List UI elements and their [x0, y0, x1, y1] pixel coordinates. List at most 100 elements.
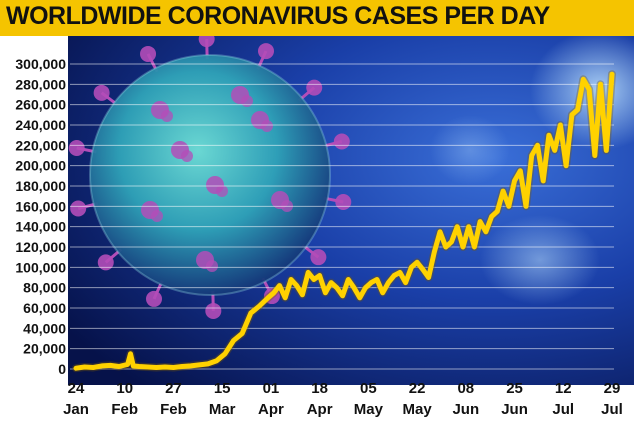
data-point	[508, 205, 510, 207]
chart-title: WORLDWIDE CORONAVIRUS CASES PER DAY	[6, 2, 550, 30]
virus-spike	[216, 185, 228, 197]
data-point	[207, 363, 209, 365]
data-point	[319, 274, 321, 276]
y-tick-label: 200,000	[15, 158, 66, 174]
data-point	[462, 246, 464, 248]
x-tick-month: Apr	[307, 401, 333, 418]
virus-spike	[310, 249, 327, 266]
virus-spike	[97, 254, 114, 271]
y-tick-label: 60,000	[23, 300, 66, 316]
chart: 0 20,000 40,000 60,000 80,000 100,000 120,000 1…	[15, 36, 634, 418]
data-point	[284, 297, 286, 299]
y-axis: 0 20,000 40,000 60,000 80,000 100,000 120,000 1…	[15, 56, 66, 377]
y-tick-label: 0	[58, 361, 66, 377]
virus-spike	[258, 43, 275, 60]
data-point	[387, 282, 389, 284]
x-tick-day: 10	[116, 380, 133, 397]
series-layer	[72, 70, 616, 373]
data-point	[422, 268, 424, 270]
data-point	[559, 124, 561, 126]
data-point	[502, 190, 504, 192]
virus-spike	[333, 133, 350, 150]
data-point	[290, 279, 292, 281]
data-point	[565, 165, 567, 167]
y-tick-label: 180,000	[15, 178, 66, 194]
virus-spike	[70, 200, 87, 217]
y-tick-label: 240,000	[15, 117, 66, 133]
data-point	[215, 360, 217, 362]
data-point	[554, 149, 556, 151]
data-point	[405, 282, 407, 284]
x-tick-day: 15	[214, 380, 231, 397]
data-point	[433, 251, 435, 253]
data-point	[118, 365, 120, 367]
light-glow	[480, 215, 600, 305]
virus-spike	[198, 36, 215, 48]
x-tick-month: Jan	[63, 401, 89, 418]
data-point	[164, 366, 166, 368]
virus-spike	[161, 110, 173, 122]
data-point	[279, 285, 281, 287]
x-tick-month: Feb	[111, 401, 138, 418]
data-point	[138, 365, 140, 367]
data-point	[548, 134, 550, 136]
data-point	[456, 226, 458, 228]
data-point	[491, 216, 493, 217]
data-point	[132, 365, 134, 367]
data-point	[416, 261, 418, 263]
gridlines	[70, 63, 614, 370]
data-point	[109, 364, 111, 366]
data-point	[296, 285, 298, 287]
data-point	[370, 282, 372, 284]
virus-spike	[181, 150, 193, 162]
data-point	[542, 180, 544, 182]
light-glow	[430, 115, 510, 185]
y-tick-label: 220,000	[15, 137, 66, 153]
virus-spike	[145, 290, 162, 307]
x-tick-month: May	[354, 401, 384, 418]
virus-spike	[151, 210, 163, 222]
data-point	[198, 364, 200, 366]
y-tick-label: 40,000	[23, 320, 66, 336]
data-point	[536, 144, 538, 146]
data-point	[582, 78, 584, 80]
data-point	[399, 271, 401, 273]
data-point	[267, 297, 269, 299]
virus-spike	[241, 95, 253, 107]
y-tick-label: 260,000	[15, 97, 66, 113]
data-point	[496, 210, 498, 212]
data-point	[525, 205, 527, 207]
x-tick-month: Feb	[160, 401, 187, 418]
data-point	[224, 353, 226, 355]
data-point	[92, 366, 94, 368]
data-point	[250, 312, 252, 314]
virus-spike	[140, 45, 157, 62]
x-tick-day: 25	[506, 380, 523, 397]
data-point	[364, 287, 366, 289]
x-tick-day: 01	[263, 380, 280, 397]
virus-spike	[261, 120, 273, 132]
x-tick-day: 08	[457, 380, 474, 397]
x-tick-day: 12	[555, 380, 572, 397]
data-point	[410, 266, 412, 268]
title-bar: WORLDWIDE CORONAVIRUS CASES PER DAY	[0, 0, 634, 36]
data-point	[468, 226, 470, 228]
x-tick-month: Jun	[452, 401, 479, 418]
data-point	[258, 305, 260, 307]
data-point	[147, 366, 149, 368]
data-point	[594, 155, 596, 156]
data-point	[445, 246, 447, 248]
data-point	[473, 246, 475, 248]
data-point	[313, 279, 315, 281]
x-tick-day: 29	[604, 380, 621, 397]
data-point	[336, 287, 338, 289]
data-point	[307, 271, 309, 273]
data-point	[428, 277, 430, 278]
virus-spike	[206, 260, 218, 272]
data-point	[376, 279, 378, 281]
data-point	[155, 366, 157, 368]
x-tick-month: Apr	[258, 401, 284, 418]
data-point	[571, 114, 573, 116]
x-tick-month: Mar	[209, 401, 236, 418]
